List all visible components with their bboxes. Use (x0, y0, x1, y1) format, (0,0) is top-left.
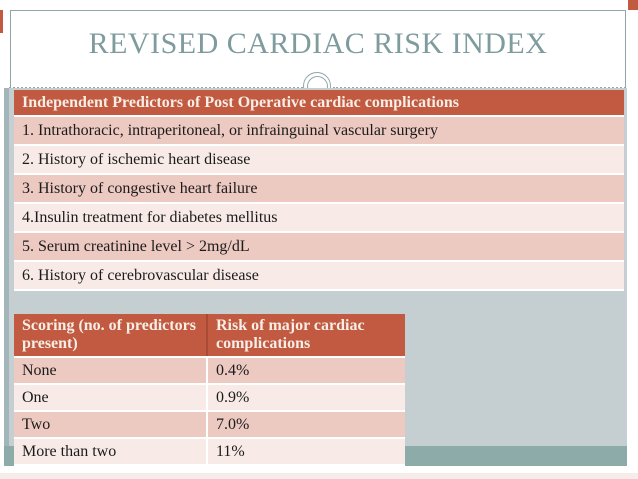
predictor-row: 2. History of ischemic heart disease (14, 146, 624, 175)
predictor-row: 1. Intrathoracic, intraperitoneal, or in… (14, 117, 624, 146)
predictor-row: 5. Serum creatinine level > 2mg/dL (14, 233, 624, 262)
scoring-row: Two 7.0% (14, 412, 405, 439)
slide-title: REVISED CARDIAC RISK INDEX (88, 27, 548, 60)
scoring-cell-label: One (14, 385, 208, 410)
top-right-red-mark (628, 0, 638, 10)
scoring-cell-label: None (14, 358, 208, 383)
scoring-row: One 0.9% (14, 385, 405, 412)
scoring-table-header-row: Scoring (no. of predictors present) Risk… (14, 314, 405, 358)
scoring-column-header: Scoring (no. of predictors present) (14, 314, 208, 356)
risk-column-header: Risk of major cardiac complications (216, 317, 365, 352)
predictors-table-header: Independent Predictors of Post Operative… (14, 90, 624, 117)
scoring-row: None 0.4% (14, 358, 405, 385)
predictor-row: 6. History of cerebrovascular disease (14, 262, 624, 291)
scoring-cell-label: Two (14, 412, 208, 437)
scoring-cell-value: 0.9% (216, 389, 250, 406)
scoring-table: Scoring (no. of predictors present) Risk… (14, 314, 405, 466)
scoring-row: More than two 11% (14, 439, 405, 466)
scoring-cell-value: 7.0% (216, 416, 250, 433)
predictors-table: Independent Predictors of Post Operative… (14, 90, 624, 291)
scoring-cell-value: 0.4% (216, 362, 250, 379)
top-left-red-mark (0, 10, 3, 33)
panel-left-stripe (4, 88, 9, 466)
predictor-row: 3. History of congestive heart failure (14, 175, 624, 204)
predictor-row: 4.Insulin treatment for diabetes mellitu… (14, 204, 624, 233)
scoring-cell-value: 11% (216, 443, 245, 460)
scoring-cell-label: More than two (14, 439, 208, 464)
bottom-pink-strip (0, 473, 638, 479)
